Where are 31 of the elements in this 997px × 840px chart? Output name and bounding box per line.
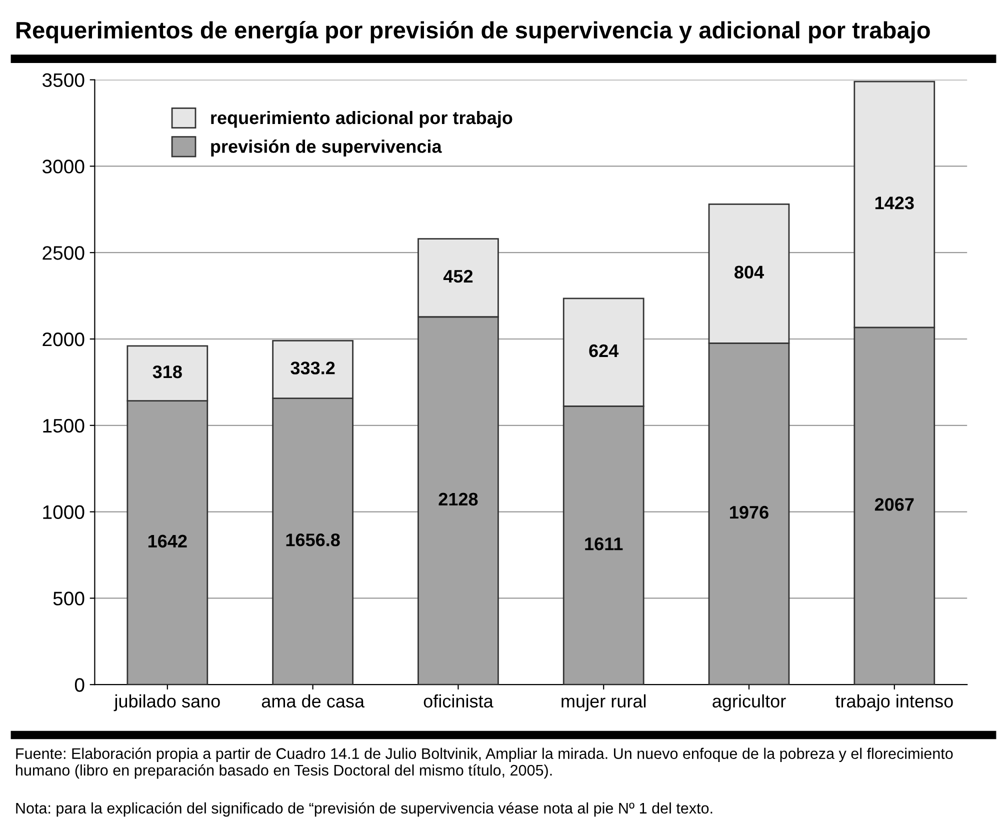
chart-title: Requerimientos de energía por previsión de supervivencia y adicional por trabajo	[16, 21, 930, 44]
legend-label: previsión de supervivencia	[211, 140, 442, 156]
data-label: 624	[589, 344, 619, 358]
y-tick-label: 500	[53, 592, 84, 606]
x-tick-label: oficinista	[424, 694, 494, 708]
y-tick-label: 1500	[43, 418, 84, 433]
data-label: 1611	[585, 537, 623, 550]
y-tick-label: 2500	[42, 246, 84, 260]
y-tick-label: 3500	[42, 73, 84, 88]
data-label: 2128	[438, 492, 478, 506]
y-tick-label: 2000	[42, 332, 84, 346]
x-tick-label: ama de casa	[262, 694, 364, 708]
x-tick-label: agricultor	[712, 694, 786, 712]
x-tick-label: mujer rural	[562, 694, 646, 712]
legend-label: requerimiento adicional por trabajo	[211, 110, 512, 128]
y-tick-label: 1000	[43, 505, 84, 520]
data-label: 804	[734, 266, 764, 279]
data-label: 1976	[730, 506, 768, 519]
data-label: 452	[443, 270, 473, 283]
text: Nota: para la explicación del significado de “previsión de supervivencia véase nota al pie Nº 1 del texto.	[16, 802, 712, 817]
y-tick-label: 0	[74, 678, 84, 692]
data-label: 318	[152, 365, 182, 378]
source-note: Fuente: Elaboración propia a partir de Cuadro 14.1 de Julio Boltvinik, Ampliar la mirada. Un nuevo enfoque de la pobreza y el florecimiento humano (libro en preparación basado en Tesis Doctoral del mismo título, 2005).	[16, 748, 953, 779]
data-label: 1656.8	[286, 534, 340, 546]
y-tick-label: 3000	[42, 160, 84, 174]
data-label: 1642	[148, 534, 187, 548]
x-tick-label: jubilado sano	[114, 694, 220, 712]
x-tick-label: trabajo intenso	[835, 694, 953, 712]
data-label: 1423	[875, 196, 914, 210]
data-label: 2067	[874, 498, 914, 511]
data-label: 333.2	[290, 362, 335, 374]
